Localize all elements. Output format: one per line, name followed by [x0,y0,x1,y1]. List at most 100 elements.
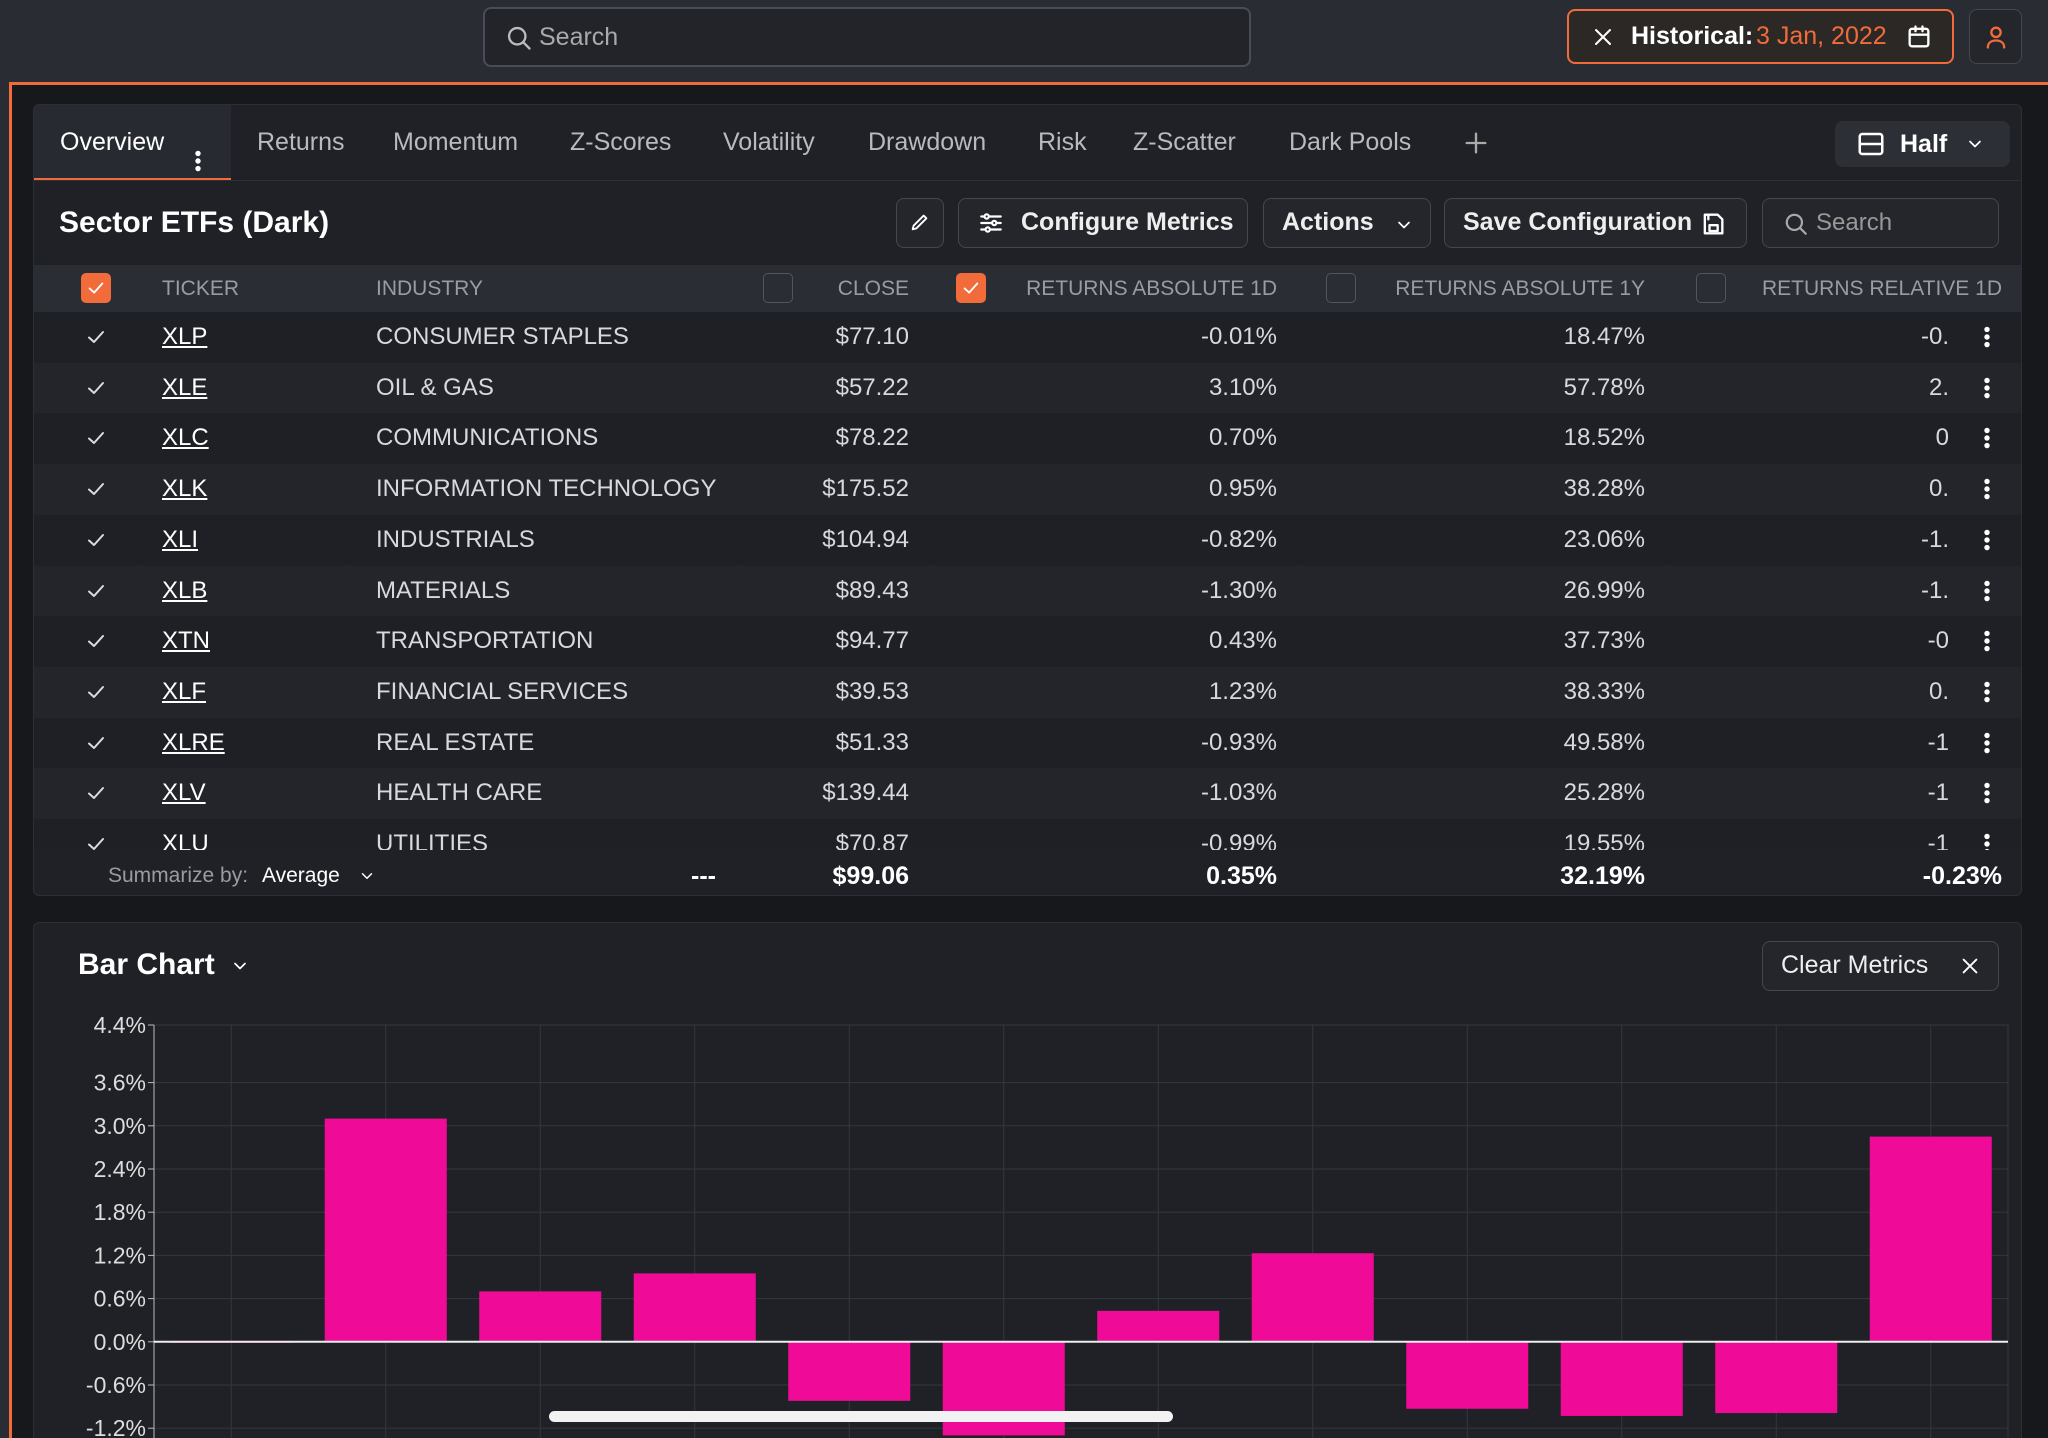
check-icon [84,528,108,552]
table-title: Sector ETFs (Dark) [59,206,330,239]
y-tick-label: 3.6% [94,1070,146,1096]
row-checkbox[interactable] [81,423,111,453]
row-menu [1974,628,2000,654]
y-tick-label: 0.6% [94,1286,146,1312]
y-tick-label: 1.2% [94,1242,146,1268]
ticker-link[interactable]: XLU [162,830,209,850]
search-box[interactable]: Search [483,7,1251,67]
cell: CONSUMER STAPLES [376,323,629,350]
tab[interactable]: Z-Scores [570,128,672,156]
pencil-icon [909,211,931,233]
check-icon [84,376,108,400]
cell: $39.53 [835,677,909,705]
cell: -1 [1927,779,1949,807]
layout-chevron [1965,134,1985,154]
bar [324,1118,447,1342]
header-checkbox[interactable] [81,273,111,303]
configure-button[interactable]: Configure Metrics [958,198,1248,248]
bar [479,1291,602,1342]
clear-metrics-button[interactable]: Clear Metrics [1762,941,1999,991]
chart-title[interactable]: Bar Chart [78,948,215,981]
ticker-link[interactable]: XLK [162,475,208,503]
cell: $139.44 [822,779,909,807]
cell: $175.52 [822,475,909,503]
cell: $89.43 [835,576,909,604]
cell: UTILITIES [376,830,489,850]
column-header: CLOSE [837,277,909,300]
cell: 1.23% [1208,677,1277,705]
cell: HEALTH CARE [376,779,543,807]
table-search[interactable]: Search [1762,198,1999,248]
check-icon [84,832,108,850]
tab[interactable]: Dark Pools [1289,128,1412,156]
cell: 0 [1935,424,1949,452]
cell: -1.30% [1200,576,1277,604]
cell: 0.95% [1208,475,1277,503]
bar [1560,1341,1683,1416]
tab[interactable]: Risk [1038,128,1087,156]
search-placeholder: Search [539,23,619,51]
ticker-link[interactable]: XLE [162,373,208,401]
cell: -1. [1920,525,1949,553]
ticker-link[interactable]: XLP [162,323,208,350]
cell: $70.87 [835,830,909,850]
row-checkbox[interactable] [81,525,111,555]
save-button[interactable]: Save Configuration [1444,198,1747,248]
cell: $78.22 [835,424,909,452]
row-menu [1974,324,2000,350]
close-icon [1959,955,1981,977]
table-row: XLV HEALTH CARE $139.44 -1.03% 25.28% -1 [34,768,2021,819]
table-row: XLC COMMUNICATIONS $78.22 0.70% 18.52% 0 [34,413,2021,465]
search-placeholder: Search [1816,209,1893,236]
edit-button[interactable] [896,198,944,248]
table-row: XLI INDUSTRIALS $104.94 -0.82% 23.06% -1. [34,514,2021,566]
cell: 26.99% [1563,576,1645,604]
row-menu [1974,476,2000,502]
layout-icon [1855,129,1887,159]
y-tick-label: 0.0% [94,1329,146,1355]
row-checkbox[interactable] [81,829,111,850]
cell: 37.73% [1563,627,1645,655]
row-checkbox[interactable] [81,778,111,808]
row-checkbox[interactable] [81,677,111,707]
tab[interactable]: Drawdown [868,128,987,156]
ticker-link[interactable]: XLC [162,424,209,452]
row-checkbox[interactable] [81,474,111,504]
tab[interactable]: Momentum [393,128,519,156]
header-checkbox[interactable] [956,273,986,303]
ticker-link[interactable]: XLB [162,576,208,604]
row-menu [1974,679,2000,705]
cell: -1.03% [1200,779,1277,807]
summary-mode[interactable]: Average [262,864,340,887]
header-checkbox[interactable] [1696,273,1726,303]
row-checkbox[interactable] [81,626,111,656]
ticker-link[interactable]: XLV [162,779,206,807]
cell: $57.22 [835,373,909,401]
row-checkbox[interactable] [81,373,111,403]
row-checkbox[interactable] [81,322,111,352]
header-checkbox[interactable] [763,273,793,303]
tab-active[interactable]: Overview [34,105,231,180]
cell: $104.94 [822,525,909,553]
profile-button[interactable] [1969,9,2022,64]
cell: $77.10 [835,323,909,350]
ticker-link[interactable]: XLI [162,525,199,553]
row-checkbox[interactable] [81,728,111,758]
historical-button[interactable]: Historical: 3 Jan, 2022 [1567,9,1954,64]
header-checkbox[interactable] [1326,273,1356,303]
ticker-link[interactable]: XLRE [162,728,225,756]
row-checkbox[interactable] [81,576,111,606]
table-row: XLK INFORMATION TECHNOLOGY $175.52 0.95% 38.… [34,464,2021,515]
tab[interactable]: Z-Scatter [1133,128,1236,156]
ticker-link[interactable]: XTN [162,627,210,655]
tab[interactable]: Volatility [723,128,815,156]
layout-button[interactable]: Half [1835,121,2010,167]
ticker-link[interactable]: XLF [162,677,207,705]
row-menu [1974,730,2000,756]
row-menu [1974,527,2000,553]
cell: -0.93% [1200,728,1277,756]
search-icon [505,24,533,52]
actions-button[interactable]: Actions [1263,198,1431,248]
y-tick-label: 1.8% [94,1199,146,1225]
tab[interactable]: Returns [257,128,345,156]
